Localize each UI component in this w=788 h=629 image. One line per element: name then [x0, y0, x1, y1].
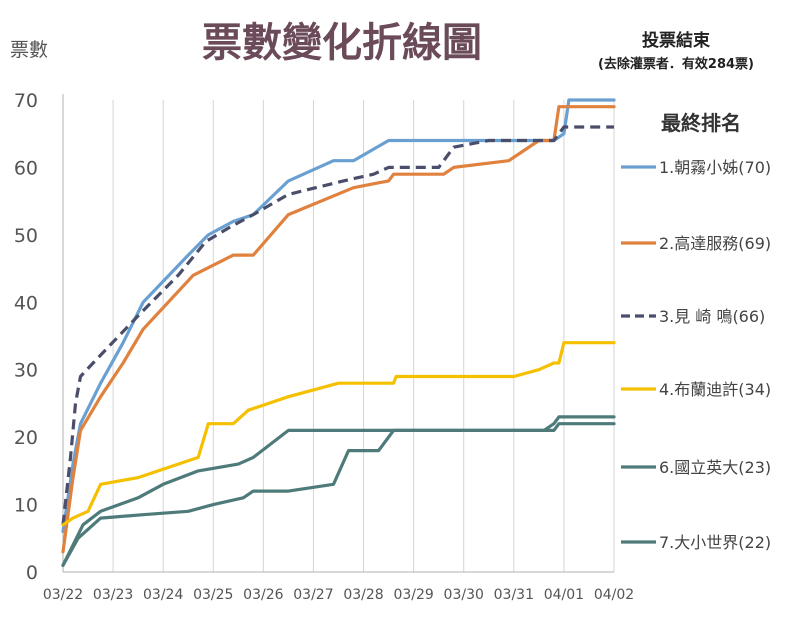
- grid-lines: [62, 100, 615, 572]
- x-tick-label: 03/27: [293, 587, 333, 603]
- y-tick-label: 0: [26, 562, 38, 584]
- x-tick-label: 03/22: [43, 587, 83, 603]
- x-tick-label: 03/25: [193, 587, 233, 603]
- y-tick-label: 10: [14, 495, 38, 517]
- series-line-5: [61, 415, 616, 567]
- x-tick-label: 03/29: [393, 587, 433, 603]
- chart-title: 票數變化折線圖: [202, 20, 482, 66]
- legend: 1.朝霧小姊(70) 2.高達服務(69) 3.見 崎 鳴(66) 4.布蘭迪許(34…: [621, 158, 771, 552]
- y-tick-label: 30: [14, 360, 38, 382]
- x-tick-label: 03/28: [343, 587, 383, 603]
- axes: 0 10 20 30 40 50 60 70 03/22 03/23 03/24 03/25 03/26…: [14, 90, 634, 603]
- series-line-4: [61, 341, 616, 527]
- vote-end-subtitle: (去除灌票者．有效284票): [598, 56, 754, 72]
- vote-end-title: 投票結束: [642, 30, 710, 51]
- y-tick-label: 40: [14, 292, 38, 314]
- x-tick-label: 03/31: [494, 587, 534, 603]
- legend-label: 4.布蘭迪許(34): [659, 380, 771, 399]
- series-line-2: [61, 105, 616, 554]
- y-tick-label: 60: [14, 157, 38, 179]
- y-tick-label: 70: [14, 90, 38, 112]
- legend-label: 7.大小世界(22): [659, 533, 771, 552]
- x-tick-label: 04/02: [594, 587, 634, 603]
- y-tick-label: 50: [14, 225, 38, 247]
- legend-label: 2.高達服務(69): [659, 234, 771, 253]
- y-tick-label: 20: [14, 427, 38, 449]
- legend-label: 1.朝霧小姊(70): [659, 158, 771, 177]
- series-lines: [61, 98, 616, 567]
- y-axis-label: 票數: [10, 39, 48, 61]
- x-tick-label: 04/01: [544, 587, 584, 603]
- legend-label: 3.見 崎 鳴(66): [659, 307, 765, 326]
- series-line-3: [61, 125, 614, 525]
- legend-label: 6.國立英大(23): [659, 458, 771, 477]
- x-tick-label: 03/23: [93, 587, 133, 603]
- x-tick-label: 03/26: [243, 587, 283, 603]
- x-tick-label: 03/30: [444, 587, 484, 603]
- series-line-6: [61, 422, 616, 567]
- x-tick-label: 03/24: [143, 587, 183, 603]
- legend-title: 最終排名: [661, 111, 741, 135]
